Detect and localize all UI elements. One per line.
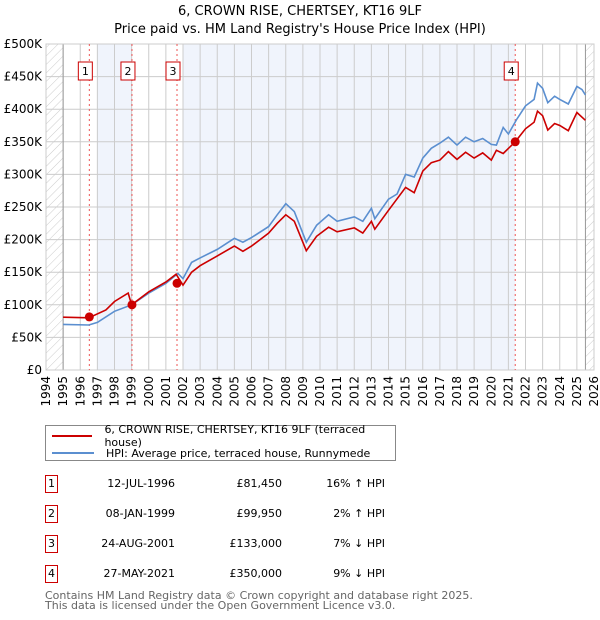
sale-price: £99,950 — [236, 507, 283, 520]
x-tick-label: 2010 — [313, 376, 327, 407]
sale-date: 12-JUL-1996 — [107, 477, 175, 490]
y-tick-label: £250K — [4, 200, 44, 214]
y-tick-label: £200K — [4, 233, 44, 247]
x-tick-label: 1996 — [73, 376, 87, 407]
x-tick-label: 2013 — [364, 376, 378, 407]
x-tick-label: 2022 — [519, 376, 533, 407]
x-tick-label: 2002 — [176, 376, 190, 407]
x-tick-label: 2026 — [587, 376, 600, 407]
chart-title: 6, CROWN RISE, CHERTSEY, KT16 9LF — [177, 4, 423, 19]
x-tick-label: 2006 — [245, 376, 259, 407]
x-tick-label: 2016 — [416, 376, 430, 407]
legend-item-hpi: HPI: Average price, terraced house, Runn… — [46, 445, 370, 461]
footer-licence: This data is licensed under the Open Gov… — [45, 599, 396, 612]
x-tick-label: 2008 — [279, 376, 293, 407]
x-tick-label: 2014 — [382, 376, 396, 407]
sale-point — [510, 137, 520, 147]
sale-marker-label: 1 — [82, 65, 89, 78]
x-tick-label: 2025 — [570, 376, 584, 407]
table-row: 3 24-AUG-2001 £133,000 7% ↓ HPI — [45, 535, 445, 557]
sale-point — [172, 278, 182, 288]
x-tick-label: 1999 — [125, 376, 139, 407]
sale-date: 24-AUG-2001 — [101, 537, 175, 550]
sale-marker-box — [165, 61, 181, 81]
sale-price: £81,450 — [236, 477, 283, 490]
footer-copyright: Contains HM Land Registry data © Crown c… — [45, 589, 473, 602]
chart-subtitle: Price paid vs. HM Land Registry's House … — [114, 22, 486, 37]
price-chart: £0 £50K £100K £150K £200K £250K £300K £350K £400… — [4, 37, 600, 407]
sale-point — [127, 300, 137, 310]
sale-marker-label: 2 — [124, 65, 131, 78]
x-tick-label: 2007 — [262, 376, 276, 407]
x-tick-label: 1995 — [56, 376, 70, 407]
sale-marker-box — [120, 61, 136, 81]
sale-date: 08-JAN-1999 — [105, 507, 175, 520]
sale-date: 27-MAY-2021 — [103, 567, 175, 580]
x-tick-label: 2019 — [467, 376, 481, 407]
x-tick-label: 1997 — [90, 376, 104, 407]
y-tick-label: £300K — [4, 167, 44, 181]
y-tick-label: £0 — [27, 363, 42, 377]
y-tick-label: £100K — [4, 298, 44, 312]
sale-point — [84, 312, 94, 322]
sale-marker-label: 3 — [170, 65, 177, 78]
sale-number-badge: 2 — [45, 505, 58, 523]
x-tick-label: 1994 — [39, 376, 53, 407]
sale-number-badge: 4 — [45, 565, 58, 583]
x-tick-label: 2009 — [296, 376, 310, 407]
sale-number-badge: 3 — [45, 535, 58, 553]
legend-swatch-red — [52, 435, 93, 437]
sale-price: £350,000 — [229, 567, 283, 580]
table-row: 4 27-MAY-2021 £350,000 9% ↓ HPI — [45, 565, 445, 587]
sale-marker-box — [503, 61, 519, 81]
legend: 6, CROWN RISE, CHERTSEY, KT16 9LF (terra… — [45, 423, 396, 461]
table-row: 2 08-JAN-1999 £99,950 2% ↑ HPI — [45, 505, 445, 527]
x-tick-label: 2001 — [159, 376, 173, 407]
table-row: 1 12-JUL-1996 £81,450 16% ↑ HPI — [45, 475, 445, 497]
x-tick-label: 2024 — [553, 376, 567, 407]
x-tick-label: 2000 — [142, 376, 156, 407]
plot-border — [45, 43, 595, 371]
x-tick-label: 2005 — [227, 376, 241, 407]
sale-number-badge: 1 — [45, 475, 58, 493]
y-tick-label: £150K — [4, 265, 44, 279]
x-tick-label: 2018 — [450, 376, 464, 407]
sale-marker-label: 4 — [508, 65, 515, 78]
x-tick-label: 2015 — [399, 376, 413, 407]
y-tick-label: £400K — [4, 102, 44, 116]
x-tick-label: 2012 — [347, 376, 361, 407]
legend-label: HPI: Average price, terraced house, Runn… — [106, 446, 371, 460]
x-tick-label: 1998 — [108, 376, 122, 407]
legend-swatch-blue — [52, 452, 94, 454]
sale-marker-box — [77, 61, 93, 81]
y-tick-label: £50K — [11, 330, 43, 344]
x-tick-label: 2017 — [433, 376, 447, 407]
x-tick-label: 2023 — [536, 376, 550, 407]
legend-label: 6, CROWN RISE, CHERTSEY, KT16 9LF (terra… — [104, 423, 366, 449]
hpi-diff: 16% ↑ HPI — [326, 477, 385, 490]
hpi-diff: 2% ↑ HPI — [333, 507, 385, 520]
x-tick-label: 2021 — [501, 376, 515, 407]
y-tick-label: £350K — [4, 135, 44, 149]
y-tick-label: £500K — [4, 37, 44, 51]
hpi-diff: 9% ↓ HPI — [333, 567, 385, 580]
y-tick-label: £450K — [4, 70, 44, 84]
x-tick-label: 2020 — [484, 376, 498, 407]
hpi-line — [63, 81, 587, 326]
sale-price: £133,000 — [229, 537, 283, 550]
x-tick-label: 2004 — [210, 376, 224, 407]
legend-item-property: 6, CROWN RISE, CHERTSEY, KT16 9LF (terra… — [46, 423, 395, 449]
x-tick-label: 2011 — [330, 376, 344, 407]
hpi-diff: 7% ↓ HPI — [333, 537, 385, 550]
x-tick-label: 2003 — [193, 376, 207, 407]
